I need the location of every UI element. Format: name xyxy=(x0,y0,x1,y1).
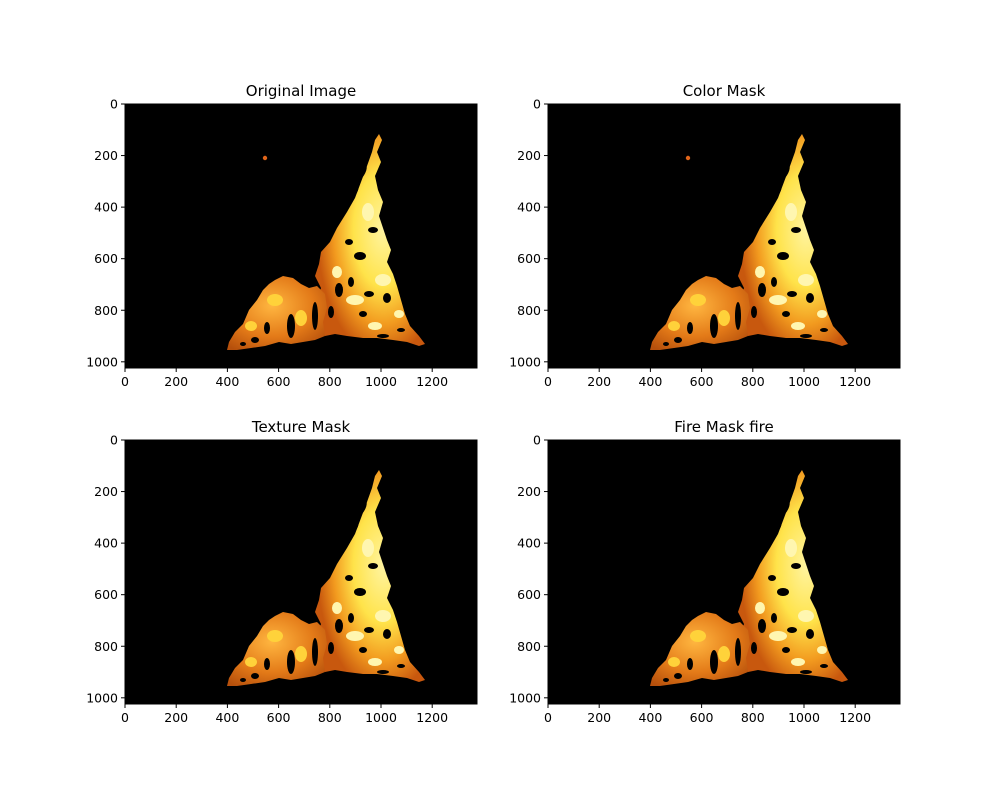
axes-frame xyxy=(547,103,901,369)
axes-frame xyxy=(124,439,478,705)
x-tick-label: 1200 xyxy=(839,374,871,389)
y-tick-label: 1000 xyxy=(86,690,118,705)
x-tick-label: 200 xyxy=(587,374,611,389)
panel-color: Color Mask 0 200 400 600 800 1000 1200 0 200 400 60… xyxy=(509,82,901,389)
y-tick-label: 200 xyxy=(94,148,118,163)
x-tick-label: 1200 xyxy=(416,710,448,725)
y-tick-label: 800 xyxy=(517,639,541,654)
x-tick-label: 1000 xyxy=(788,374,820,389)
y-tick-label: 800 xyxy=(94,639,118,654)
x-tick-label: 800 xyxy=(741,710,765,725)
y-tick-label: 1000 xyxy=(509,354,541,369)
x-tick-label: 1000 xyxy=(788,710,820,725)
x-tick-label: 400 xyxy=(638,374,662,389)
panel-fire: Fire Mask fire 0 200 400 600 800 1000 1200 0 200 4… xyxy=(509,418,901,725)
x-tick-label: 600 xyxy=(267,710,291,725)
panel-texture: Texture Mask 0 200 400 600 800 1000 1200 0 200 400… xyxy=(86,418,478,725)
y-tick-label: 400 xyxy=(94,536,118,551)
y-tick-label: 600 xyxy=(517,251,541,266)
y-tick-label: 200 xyxy=(517,148,541,163)
y-tick-label: 600 xyxy=(94,251,118,266)
x-tick-label: 400 xyxy=(638,710,662,725)
panel-title: Color Mask xyxy=(683,82,766,100)
y-tick-label: 1000 xyxy=(86,354,118,369)
panel-title: Original Image xyxy=(246,82,356,100)
x-tick-label: 200 xyxy=(587,710,611,725)
panel-original: Original Image 0 200 400 600 800 1000 1200 0 200 4… xyxy=(86,82,478,389)
axes-frame xyxy=(124,103,478,369)
x-tick-label: 1000 xyxy=(365,710,397,725)
y-tick-label: 200 xyxy=(517,484,541,499)
spark-spot xyxy=(685,155,691,161)
y-tick-label: 1000 xyxy=(509,690,541,705)
x-tick-label: 200 xyxy=(164,374,188,389)
x-tick-label: 800 xyxy=(318,374,342,389)
spark-spot xyxy=(262,155,268,161)
y-tick-label: 0 xyxy=(110,433,118,448)
x-tick-label: 200 xyxy=(164,710,188,725)
y-tick-label: 400 xyxy=(517,200,541,215)
x-tick-label: 1200 xyxy=(416,374,448,389)
y-tick-label: 0 xyxy=(533,433,541,448)
panel-title: Fire Mask fire xyxy=(674,418,773,436)
x-tick-label: 400 xyxy=(215,710,239,725)
y-tick-label: 800 xyxy=(517,303,541,318)
x-tick-label: 600 xyxy=(690,710,714,725)
y-tick-label: 0 xyxy=(533,97,541,112)
x-tick-label: 800 xyxy=(741,374,765,389)
x-tick-label: 800 xyxy=(318,710,342,725)
axes-frame xyxy=(547,439,901,705)
y-tick-label: 800 xyxy=(94,303,118,318)
y-tick-label: 0 xyxy=(110,97,118,112)
x-tick-label: 0 xyxy=(544,710,552,725)
y-tick-label: 400 xyxy=(94,200,118,215)
x-tick-label: 400 xyxy=(215,374,239,389)
x-tick-label: 1000 xyxy=(365,374,397,389)
y-tick-label: 200 xyxy=(94,484,118,499)
x-tick-label: 600 xyxy=(267,374,291,389)
x-tick-label: 1200 xyxy=(839,710,871,725)
y-tick-label: 600 xyxy=(94,587,118,602)
y-tick-label: 600 xyxy=(517,587,541,602)
x-tick-label: 0 xyxy=(544,374,552,389)
x-tick-label: 0 xyxy=(121,374,129,389)
y-tick-label: 400 xyxy=(517,536,541,551)
x-tick-label: 600 xyxy=(690,374,714,389)
x-tick-label: 0 xyxy=(121,710,129,725)
panel-title: Texture Mask xyxy=(251,418,351,436)
